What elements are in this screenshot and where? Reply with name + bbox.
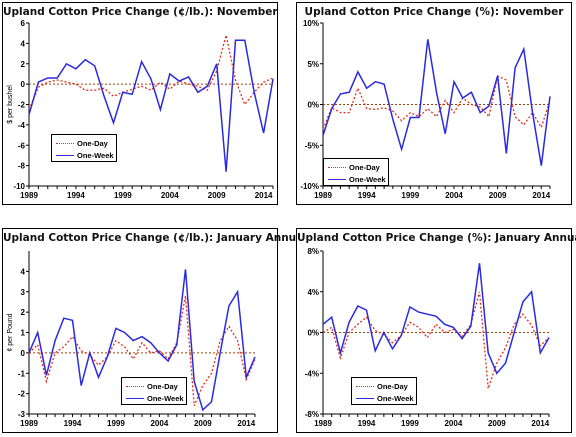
chart-legend: One-Day One-Week [51,134,117,162]
y-tick-label: 0 [21,349,26,358]
y-tick-label: 2 [21,60,26,69]
legend-label-one-day: One-Day [349,162,380,172]
y-axis-label: ¢ per Pound [7,313,14,351]
y-tick-label: 6 [21,19,26,28]
chart-panel-jan-percent: Upland Cotton Price Change (%): January … [296,228,576,433]
x-tick-label: 1999 [114,191,132,200]
chart-title: Upland Cotton Price Change (%): November [304,6,564,18]
chart-plot: -10% -5% 0% 5% 10% 1989 1994 1999 2004 2009 2014 [300,19,551,200]
x-tick-label: 2009 [194,419,212,428]
chart-panel-jan-cents: Upland Cotton Price Change (¢/lb.): Janu… [2,228,307,433]
y-tick-label: -1 [18,369,26,378]
y-tick-label: -5% [305,141,319,150]
chart-title: Upland Cotton Price Change (¢/lb.): Nove… [3,6,278,18]
x-tick-label: 1989 [20,191,38,200]
x-tick-label: 2014 [237,419,255,428]
y-tick-label: -4 [18,121,26,130]
y-axis-label: $ per bushel [7,85,14,124]
chart-plot: -3 -2 -1 0 1 2 3 4 1989 1994 1999 2004 2009 2014 ¢ per… [7,251,256,428]
x-tick-label: 1999 [401,419,419,428]
legend-label-one-day: One-Day [77,138,108,148]
y-tick-label: -8 [18,162,26,171]
x-tick-label: 2014 [255,191,273,200]
chart-title: Upland Cotton Price Change (¢/lb.): Janu… [3,232,307,244]
y-tick-label: -2 [18,390,26,399]
legend-swatch-one-day [126,385,144,387]
x-tick-label: 1994 [358,419,376,428]
legend-label-one-day: One-Day [377,381,408,391]
series-line-one-week [28,39,274,172]
x-tick-label: 1994 [64,419,82,428]
y-tick-label: 5% [307,60,319,69]
legend-swatch-one-week [56,154,74,156]
x-tick-label: 1989 [20,419,38,428]
chart-panel-nov-cents: Upland Cotton Price Change (¢/lb.): Nove… [2,2,278,205]
x-tick-label: 1999 [107,419,125,428]
legend-swatch-one-day [356,385,374,387]
series-line-one-week [322,39,551,166]
series-line-one-week [28,269,256,412]
chart-legend: One-Day One-Week [121,377,187,405]
x-tick-label: 2014 [532,191,550,200]
legend-swatch-one-week [356,397,374,399]
y-tick-label: 2 [21,308,26,317]
y-tick-label: 8% [307,247,319,256]
y-tick-label: 0 [21,80,26,89]
y-tick-label: 4 [21,267,26,276]
y-tick-label: -8% [305,410,319,419]
y-tick-label: -3 [18,410,26,419]
series-line-one-day [28,35,274,110]
chart-title: Upland Cotton Price Change (%): January … [297,232,576,244]
legend-swatch-one-day [328,166,346,168]
x-tick-label: 2004 [445,191,463,200]
x-tick-label: 2004 [161,191,179,200]
y-tick-label: -6 [18,141,26,150]
x-tick-label: 1989 [314,191,332,200]
y-tick-label: 4% [307,288,319,297]
x-tick-label: 1994 [67,191,85,200]
legend-label-one-week: One-Week [147,393,184,403]
x-tick-label: 2004 [444,419,462,428]
y-tick-label: 1 [21,329,26,338]
x-tick-label: 1999 [401,191,419,200]
chart-legend: One-Day One-Week [351,377,417,405]
x-tick-label: 1994 [358,191,376,200]
legend-swatch-one-week [126,397,144,399]
legend-swatch-one-week [328,178,346,180]
legend-label-one-day: One-Day [147,381,178,391]
legend-swatch-one-day [56,142,74,144]
y-tick-label: -10% [300,182,319,191]
series-line-one-week [322,263,550,375]
x-tick-label: 1989 [314,419,332,428]
chart-legend: One-Day One-Week [323,158,389,186]
series-line-one-day [322,75,551,130]
x-tick-label: 2004 [150,419,168,428]
y-tick-label: -10 [13,182,25,191]
y-tick-label: -2 [18,101,26,110]
x-tick-label: 2009 [208,191,226,200]
y-tick-label: 3 [21,288,26,297]
chart-plot: -10 -8 -6 -4 -2 0 2 4 6 1989 1994 1999 2004 2009 2014 $… [7,19,274,200]
y-tick-label: 10% [303,19,319,28]
x-tick-label: 2014 [531,419,549,428]
legend-label-one-week: One-Week [77,150,114,160]
x-tick-label: 2009 [489,191,507,200]
series-line-one-day [322,291,550,389]
x-tick-label: 2009 [488,419,506,428]
legend-label-one-week: One-Week [349,174,386,184]
y-tick-label: 0% [307,101,319,110]
legend-label-one-week: One-Week [377,393,414,403]
series-line-one-day [28,295,256,407]
y-tick-label: 4 [21,39,26,48]
chart-plot: -8% -4% 0% 4% 8% 1989 1994 1999 2004 2009 2014 [305,247,550,428]
y-tick-label: -4% [305,369,319,378]
chart-panel-nov-percent: Upland Cotton Price Change (%): November… [296,2,572,205]
y-tick-label: 0% [307,329,319,338]
